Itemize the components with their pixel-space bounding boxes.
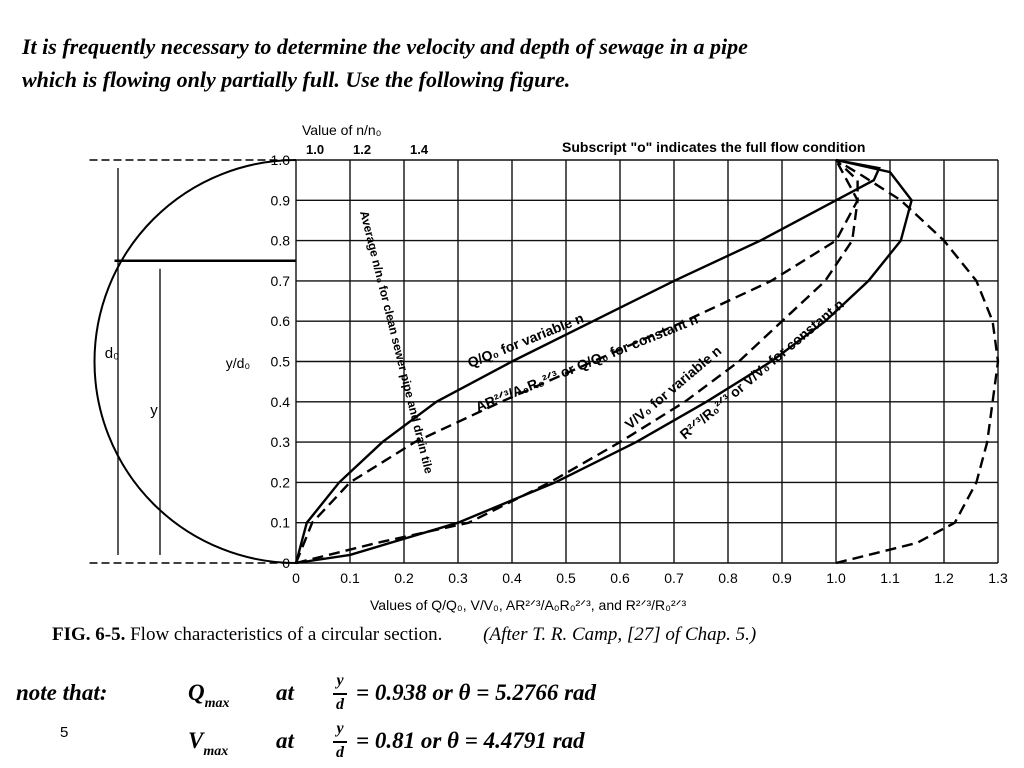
q-fraction-line — [333, 693, 347, 695]
top-axis-tick: 1.4 — [410, 142, 429, 157]
curve-series-3 — [294, 158, 881, 564]
q-at-text: at — [276, 680, 294, 705]
y-tick-label: 0.7 — [271, 273, 291, 289]
x-tick-label: 1.1 — [880, 570, 900, 586]
chart-curves — [294, 158, 1000, 565]
subscript-note: Subscript "o" indicates the full flow co… — [562, 139, 865, 155]
v-subscript: max — [203, 744, 229, 759]
y-tick-label: 0 — [282, 555, 290, 571]
x-tick-label: 0.7 — [664, 570, 684, 586]
v-max-symbol: Vmax — [188, 728, 228, 759]
y-axis-label: y/d₀ — [226, 355, 251, 371]
x-tick-label: 0.2 — [394, 570, 414, 586]
caption-text: Flow characteristics of a circular secti… — [130, 624, 443, 645]
x-tick-label: 1.2 — [934, 570, 954, 586]
caption-figure-number: FIG. 6-5. — [52, 624, 126, 645]
caption-source: (After T. R. Camp, [27] of Chap. 5.) — [483, 624, 757, 645]
top-axis-tick: 1.0 — [306, 142, 324, 157]
x-tick-label: 0.6 — [610, 570, 630, 586]
y-tick-label: 0.4 — [271, 394, 291, 410]
pipe-diagram: d₀ y — [89, 159, 297, 564]
v-max-expression: = 0.81 or θ = 4.4791 rad — [356, 728, 585, 753]
intro-text: It is frequently necessary to determine … — [22, 30, 1012, 96]
v-fraction-denominator: d — [336, 744, 344, 761]
v-fraction-numerator: y — [336, 720, 344, 737]
y-tick-label: 0.9 — [271, 192, 291, 208]
curve-series-2 — [294, 159, 859, 564]
x-tick-label: 0.8 — [718, 570, 738, 586]
y-tick-label: 0.1 — [271, 515, 291, 531]
top-axis-tick: 1.2 — [353, 142, 371, 157]
x-tick-label: 0.3 — [448, 570, 468, 586]
pipe-outline — [93, 159, 297, 564]
flow-characteristics-chart: d₀ y 0 0.1 0.2 0.3 0.4 0.5 0.6 0.7 0.8 0.9 1.0 1.1 1.… — [89, 122, 1008, 613]
y-tick-label: 0.8 — [271, 233, 291, 249]
x-tick-label: 0 — [292, 570, 300, 586]
top-axis-title: Value of n/n₀ — [302, 122, 382, 138]
q-subscript: max — [204, 696, 230, 711]
diameter-label: d₀ — [105, 345, 120, 362]
y-tick-label: 1.0 — [271, 152, 291, 168]
depth-label: y — [150, 402, 158, 419]
q-symbol: Q — [188, 680, 205, 705]
v-fraction-line — [333, 741, 347, 743]
q-max-expression: = 0.938 or θ = 5.2766 rad — [356, 680, 597, 705]
page-number: 5 — [60, 724, 69, 741]
x-axis-label: Values of Q/Q₀, V/V₀, AR²ᐟ³/A₀R₀²ᐟ³, and… — [370, 597, 687, 613]
x-tick-label: 1.0 — [826, 570, 846, 586]
x-tick-label: 0.4 — [502, 570, 522, 586]
curve-series-1 — [835, 158, 1000, 565]
x-tick-label: 0.9 — [772, 570, 792, 586]
q-fraction-denominator: d — [336, 696, 344, 713]
curve-label-1: Average n/n₀ for clean sewer pipe and dr… — [357, 209, 436, 475]
note-label: note that: — [16, 680, 108, 705]
intro-line-2: which is flowing only partially full. Us… — [22, 67, 571, 92]
v-at-text: at — [276, 728, 294, 753]
y-tick-label: 0.5 — [271, 354, 291, 370]
curve-series-5 — [295, 158, 913, 565]
y-tick-label: 0.2 — [271, 474, 291, 490]
x-tick-label: 1.3 — [988, 570, 1008, 586]
y-tick-label: 0.3 — [271, 434, 291, 450]
q-fraction-numerator: y — [336, 672, 344, 689]
x-tick-label: 0.1 — [340, 570, 360, 586]
curve-series-4 — [295, 159, 859, 565]
q-max-symbol: Qmax — [188, 680, 230, 711]
figure-caption: FIG. 6-5. Flow characteristics of a circ… — [52, 624, 756, 646]
x-tick-label: 0.5 — [556, 570, 576, 586]
intro-line-1: It is frequently necessary to determine … — [22, 34, 748, 59]
y-tick-label: 0.6 — [271, 313, 291, 329]
v-symbol: V — [188, 728, 204, 753]
